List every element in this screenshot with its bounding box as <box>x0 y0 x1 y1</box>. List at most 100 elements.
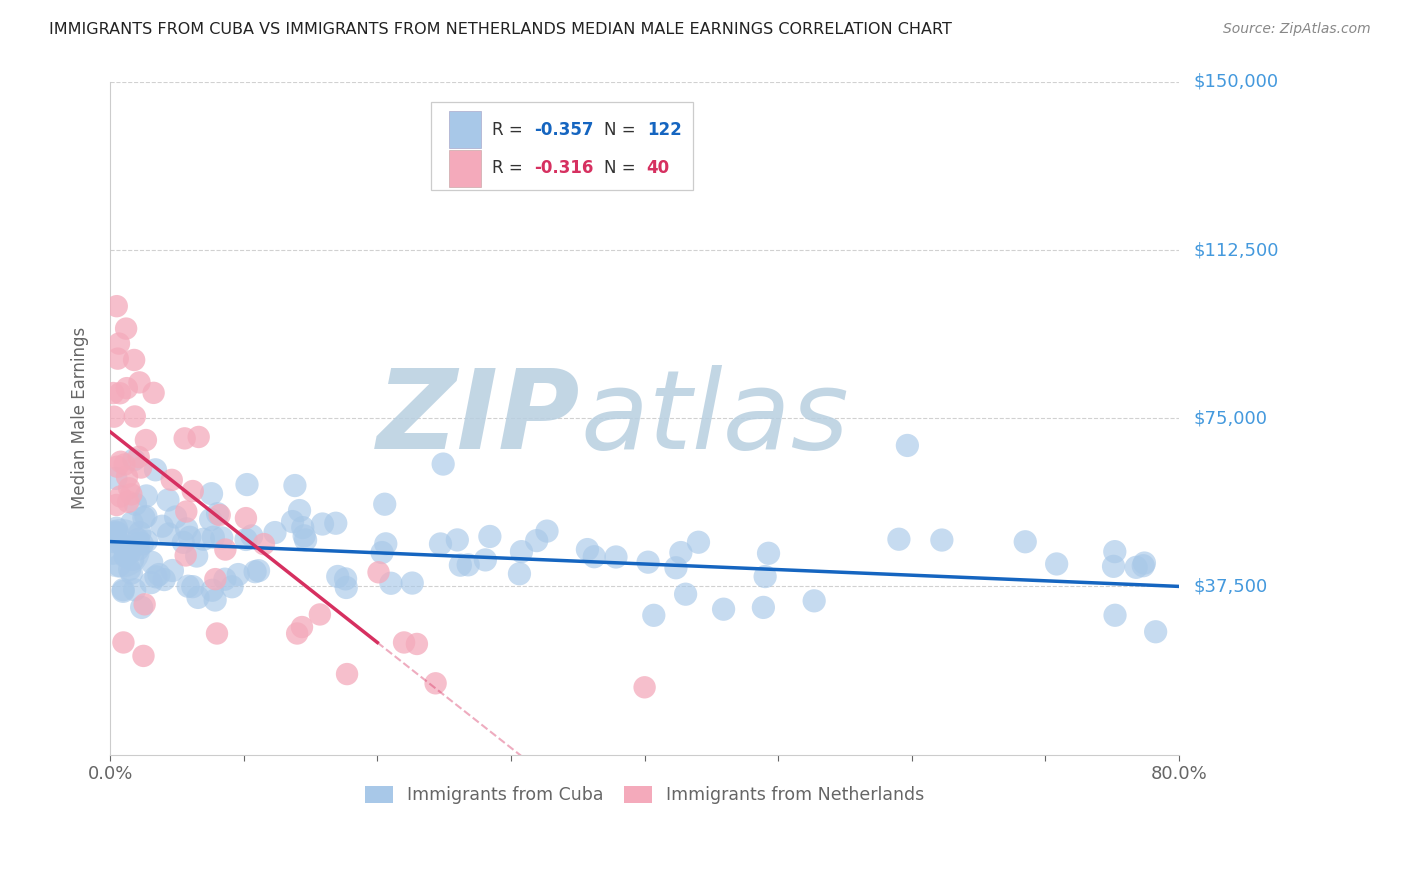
Text: $37,500: $37,500 <box>1194 577 1267 596</box>
Point <box>181 484 204 499</box>
Point <box>127 542 149 557</box>
Point <box>156 493 179 508</box>
Point <box>118 562 141 576</box>
Point <box>132 510 155 524</box>
Point <box>474 553 496 567</box>
Point <box>508 566 530 581</box>
Point <box>104 526 127 541</box>
Text: atlas: atlas <box>581 365 849 472</box>
Point <box>105 299 128 313</box>
Point <box>335 581 357 595</box>
Point <box>104 529 127 543</box>
FancyBboxPatch shape <box>449 112 481 148</box>
Point <box>115 321 138 335</box>
Point <box>665 560 688 574</box>
Point <box>124 409 146 424</box>
Point <box>1144 624 1167 639</box>
Point <box>114 549 136 564</box>
Text: R =: R = <box>492 160 527 178</box>
Point <box>145 570 167 584</box>
Point <box>173 431 195 445</box>
Point <box>457 558 479 572</box>
Text: -0.316: -0.316 <box>534 160 593 178</box>
Point <box>510 544 533 558</box>
Point <box>235 511 257 525</box>
Point <box>105 521 128 535</box>
Point <box>371 545 394 559</box>
Point <box>135 433 157 447</box>
Point <box>1104 544 1126 558</box>
Point <box>336 667 359 681</box>
Point <box>285 626 308 640</box>
Text: R =: R = <box>492 120 527 139</box>
Point <box>104 524 127 539</box>
Point <box>145 463 167 477</box>
Text: $112,500: $112,500 <box>1194 241 1278 259</box>
Point <box>122 452 145 467</box>
Point <box>132 648 155 663</box>
Point <box>374 537 396 551</box>
Point <box>120 487 142 501</box>
Point <box>380 576 402 591</box>
Point <box>288 503 311 517</box>
Point <box>211 531 233 545</box>
Point <box>294 533 316 547</box>
Point <box>108 336 131 351</box>
Point <box>124 497 146 511</box>
Point <box>103 534 125 549</box>
Point <box>688 535 710 549</box>
Point <box>131 537 153 551</box>
Text: N =: N = <box>605 160 641 178</box>
Point <box>335 572 357 586</box>
Point <box>291 520 314 534</box>
Point <box>124 582 146 597</box>
Point <box>128 376 150 390</box>
Point <box>135 509 157 524</box>
Point <box>425 676 447 690</box>
Point <box>205 626 228 640</box>
FancyBboxPatch shape <box>430 103 693 190</box>
Point <box>669 545 692 559</box>
Point <box>131 600 153 615</box>
Point <box>583 549 606 564</box>
Point <box>326 569 349 583</box>
Point <box>887 533 910 547</box>
Point <box>1014 534 1036 549</box>
Point <box>174 504 197 518</box>
Point <box>186 549 208 563</box>
Point <box>187 430 209 444</box>
Text: -0.357: -0.357 <box>534 120 593 139</box>
Point <box>121 516 143 530</box>
Point <box>201 583 224 598</box>
Point <box>160 473 183 487</box>
Point <box>128 450 150 464</box>
Text: N =: N = <box>605 120 641 139</box>
Point <box>177 579 200 593</box>
Point <box>112 582 135 597</box>
Point <box>931 533 953 547</box>
Point <box>675 587 697 601</box>
Point <box>127 533 149 547</box>
Point <box>105 498 128 512</box>
Point <box>752 600 775 615</box>
Point <box>633 681 655 695</box>
Point <box>235 533 257 547</box>
Point <box>165 510 187 524</box>
Point <box>114 549 136 563</box>
Point <box>1102 559 1125 574</box>
Point <box>643 608 665 623</box>
Point <box>142 385 165 400</box>
Point <box>896 438 918 452</box>
Point <box>1132 558 1154 573</box>
Point <box>281 515 304 529</box>
Point <box>208 508 231 522</box>
Point <box>243 565 266 579</box>
Point <box>157 527 180 541</box>
Point <box>115 541 138 555</box>
Point <box>108 386 131 401</box>
Point <box>311 516 333 531</box>
Point <box>309 607 332 622</box>
Point <box>406 637 429 651</box>
Point <box>202 530 225 544</box>
Point <box>214 542 236 557</box>
